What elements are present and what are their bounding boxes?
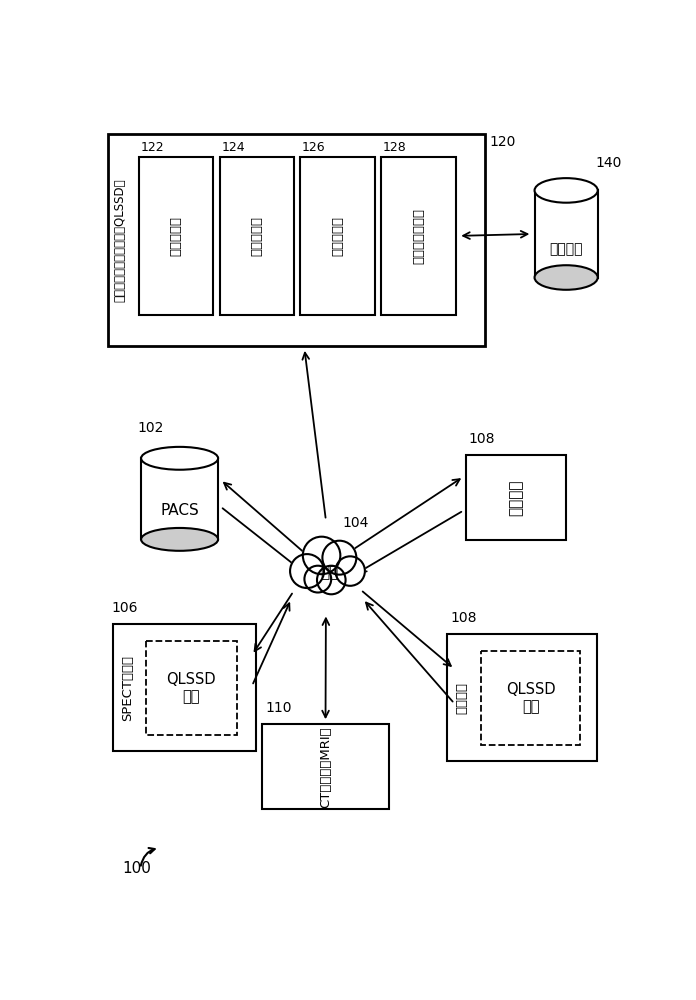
Text: 患者数据: 患者数据: [549, 242, 583, 256]
Text: QLSSD
模块: QLSSD 模块: [166, 672, 216, 704]
Text: 104: 104: [343, 516, 369, 530]
Bar: [139, 157, 214, 315]
Bar: [113, 624, 256, 751]
Text: 100: 100: [122, 861, 151, 876]
Text: 定量肝脏牌脏扫描诊断（QLSSD）: 定量肝脏牌脏扫描诊断（QLSSD）: [114, 178, 127, 302]
Text: 106: 106: [111, 601, 138, 615]
Bar: [301, 157, 375, 315]
Circle shape: [335, 556, 365, 586]
Bar: [145, 641, 237, 735]
Text: PACS: PACS: [160, 503, 199, 518]
Text: 140: 140: [595, 156, 622, 170]
Text: 126: 126: [302, 141, 326, 154]
Bar: [262, 724, 389, 809]
Text: SPECT扫描仪: SPECT扫描仪: [120, 655, 134, 721]
Ellipse shape: [141, 528, 218, 551]
Bar: [466, 455, 566, 540]
Bar: [535, 190, 598, 278]
Text: 120: 120: [489, 135, 516, 149]
Text: 122: 122: [141, 141, 164, 154]
Bar: [447, 634, 597, 761]
Text: 108: 108: [450, 611, 477, 625]
Bar: [220, 157, 294, 315]
Bar: [381, 157, 456, 315]
Text: 128: 128: [383, 141, 406, 154]
Ellipse shape: [141, 447, 218, 470]
Text: QLSSD
模块: QLSSD 模块: [506, 682, 555, 714]
Text: 图像检测器: 图像检测器: [251, 216, 264, 256]
Text: 用户界面生成器: 用户界面生成器: [412, 208, 425, 264]
Bar: [108, 134, 485, 346]
Text: 参数计算器: 参数计算器: [331, 216, 345, 256]
Text: 图像检索器: 图像检索器: [170, 216, 182, 256]
Circle shape: [304, 566, 331, 593]
Text: 110: 110: [266, 701, 292, 715]
Circle shape: [322, 541, 356, 575]
Circle shape: [317, 566, 346, 594]
Ellipse shape: [535, 265, 598, 290]
Circle shape: [303, 537, 340, 574]
Bar: [141, 458, 218, 539]
Circle shape: [290, 554, 324, 588]
Text: 临床系统: 临床系统: [509, 479, 523, 516]
Ellipse shape: [535, 178, 598, 203]
Text: 网络: 网络: [321, 565, 339, 580]
Text: CT扫描仪、MRI等: CT扫描仪、MRI等: [319, 726, 332, 808]
Bar: [482, 651, 580, 745]
Text: 临床系统: 临床系统: [456, 682, 468, 714]
Text: 124: 124: [221, 141, 245, 154]
Text: 108: 108: [468, 432, 495, 446]
Text: 102: 102: [137, 421, 164, 435]
